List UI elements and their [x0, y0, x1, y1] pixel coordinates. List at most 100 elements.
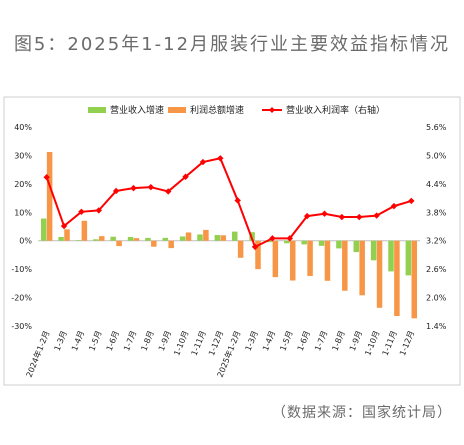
chart-frame [3, 96, 461, 386]
y-right-tick-label: 2.0% [426, 294, 447, 303]
revenue-growth-bar [318, 240, 325, 246]
page-title: 图5：2025年1-12月服装行业主要效益指标情况 [13, 34, 451, 55]
revenue-growth-bar [58, 237, 64, 241]
x-category-label: 2024年1-2月 [24, 329, 52, 379]
revenue-growth-bar [388, 240, 394, 272]
revenue-growth-bar [284, 240, 290, 244]
x-category-label: 1-6月 [105, 329, 121, 352]
profit-growth-bar [359, 240, 365, 296]
revenue-growth-bar [301, 240, 307, 245]
revenue-growth-bar [110, 236, 116, 241]
x-category-label: 1-7月 [313, 329, 329, 352]
profit-growth-bar [255, 240, 261, 270]
x-category-label: 1-7月 [122, 329, 138, 352]
source-note: （数据来源：国家统计局） [272, 405, 452, 421]
revenue-growth-bar [127, 237, 134, 241]
x-category-label: 1-12月 [207, 329, 225, 357]
x-category-label: 1-3月 [53, 329, 69, 352]
profit-growth-bar [411, 240, 418, 319]
y-right-tick-label: 3.2% [426, 237, 447, 246]
y-right-tick-label: 2.6% [426, 265, 447, 274]
revenue-growth-bar [162, 237, 169, 241]
margin-line [45, 157, 412, 248]
y-right-tick-label: 1.4% [426, 322, 447, 331]
revenue-growth-bar [197, 234, 203, 241]
margin-point [199, 158, 207, 166]
chart-x-labels: 2024年1-2月 1-3月 1-4月 1-5月 1-6月 1-7月 1-8月 1-9月 1-1… [24, 329, 416, 379]
y-left-tick-label: 20% [14, 180, 32, 189]
profit-growth-bar [324, 240, 331, 281]
legend-swatch-revenue [88, 107, 106, 113]
margin-point [390, 202, 398, 210]
x-category-label: 1-9月 [348, 329, 364, 352]
profit-growth-bar [203, 229, 209, 241]
margin-point [130, 184, 137, 192]
x-category-label: 1-11月 [381, 329, 399, 357]
margin-point [356, 213, 363, 221]
legend-swatch-margin-marker [269, 107, 275, 113]
revenue-growth-bar [266, 240, 273, 243]
x-category-label: 1-4月 [70, 329, 86, 352]
margin-point [303, 212, 311, 220]
profit-growth-bar [116, 240, 122, 247]
margin-point [338, 213, 346, 221]
profit-growth-bar [342, 240, 348, 291]
margin-point [321, 210, 328, 217]
revenue-growth-bar [40, 218, 47, 241]
y-right-tick-label: 4.4% [426, 180, 447, 189]
x-category-label: 1-9月 [157, 329, 173, 352]
profit-growth-bar [81, 220, 88, 241]
margin-point [165, 188, 172, 195]
revenue-growth-bar [214, 235, 221, 241]
x-category-label: 1-12月 [398, 329, 416, 357]
revenue-growth-bar [405, 240, 412, 276]
profit-growth-bar [394, 240, 400, 317]
margin-point [43, 174, 50, 181]
x-category-label: 1-8月 [139, 329, 155, 352]
legend-label: 营业收入利润率（右轴） [286, 104, 385, 116]
profit-growth-bar [64, 229, 70, 241]
revenue-growth-bar [93, 239, 99, 241]
profit-growth-bar [237, 240, 244, 258]
margin-point [269, 235, 276, 242]
profit-growth-bar [151, 240, 157, 247]
margin-point [286, 235, 293, 242]
legend-label: 利润总额增速 [190, 104, 244, 116]
legend-swatch-profit [168, 107, 186, 113]
x-category-label: 1-4月 [261, 329, 277, 352]
margin-point [112, 187, 120, 195]
profit-growth-bar [272, 240, 279, 278]
profit-growth-bar [98, 236, 105, 241]
revenue-growth-bar [336, 240, 342, 249]
margin-point [408, 197, 415, 205]
revenue-growth-bar [370, 240, 377, 261]
profit-growth-bar [307, 240, 313, 276]
y-right-tick-label: 3.8% [426, 208, 447, 217]
y-right-tick-label: 5.6% [426, 123, 447, 132]
margin-point [373, 212, 380, 219]
profit-growth-bar [168, 240, 174, 249]
chart-bars [40, 152, 418, 319]
legend-label: 营业收入增速 [110, 104, 164, 116]
x-category-label: 1-10月 [363, 329, 381, 357]
y-left-tick-label: 0% [19, 237, 32, 246]
y-left-tick-label: -30% [11, 322, 32, 331]
y-left-tick-label: -10% [11, 265, 32, 274]
margin-point [60, 222, 68, 230]
y-left-tick-label: 10% [14, 208, 32, 217]
chart-legend: 营业收入增速 利润总额增速 营业收入利润率（右轴） [88, 104, 385, 116]
margin-point [234, 197, 241, 204]
margin-point [95, 207, 102, 214]
profit-growth-bar [46, 152, 53, 241]
margin-point [217, 155, 224, 162]
y-left-tick-label: 40% [14, 123, 32, 132]
chart-line [43, 155, 415, 251]
revenue-growth-bar [179, 236, 186, 241]
margin-point [251, 243, 259, 251]
revenue-growth-bar [353, 240, 360, 253]
margin-point [182, 173, 189, 180]
y-right-tick-label: 5.0% [426, 151, 447, 160]
x-category-label: 1-10月 [172, 329, 190, 357]
profit-growth-bar [133, 238, 140, 241]
